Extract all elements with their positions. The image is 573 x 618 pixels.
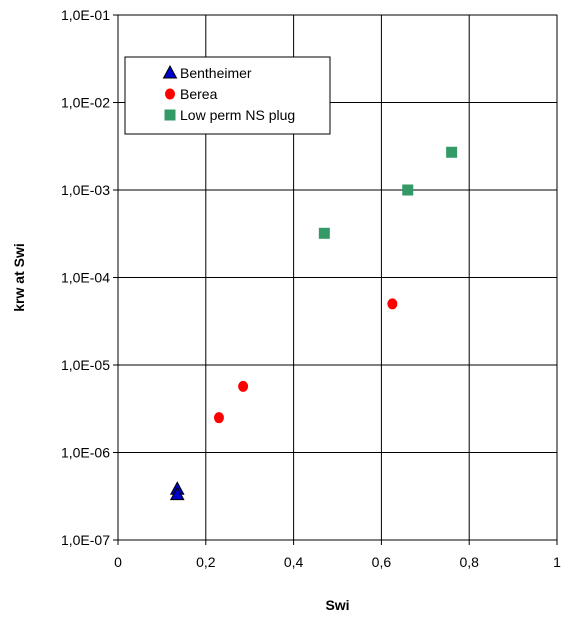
- data-point-square: [318, 227, 330, 239]
- legend-label: Berea: [180, 86, 218, 102]
- legend-label: Low perm NS plug: [180, 107, 295, 123]
- tick-labels: 0 0,2 0,4 0,6 0,8 1 1,0E-07 1,0E-06 1,0E-05 1,0E-…: [61, 7, 561, 570]
- data-point-triangle: [169, 486, 185, 501]
- x-tick-label: 0,4: [284, 554, 304, 570]
- plot-border: [117, 14, 558, 541]
- data-point-square: [402, 184, 414, 196]
- y-tick-label: 1,0E-06: [61, 445, 110, 461]
- y-tick-label: 1,0E-04: [61, 270, 110, 286]
- legend: Bentheimer Berea Low perm NS plug: [124, 56, 331, 135]
- y-tick-label: 1,0E-01: [61, 7, 110, 23]
- y-tick-label: 1,0E-02: [61, 95, 110, 111]
- legend-box: [124, 56, 331, 135]
- legend-marker-circle: [165, 88, 175, 100]
- legend-label: Bentheimer: [180, 65, 252, 81]
- x-tick-label: 0: [114, 554, 122, 570]
- data-point-circle: [238, 380, 249, 392]
- axes: [113, 14, 558, 545]
- x-axis-title: Swi: [325, 597, 349, 613]
- data-point-circle: [387, 298, 398, 310]
- data-points: [169, 146, 458, 501]
- y-tick-label: 1,0E-07: [61, 532, 110, 548]
- legend-marker-triangle: [162, 64, 178, 79]
- y-tick-label: 1,0E-05: [61, 357, 110, 373]
- y-tick-label: 1,0E-03: [61, 182, 110, 198]
- x-tick-label: 0,8: [459, 554, 479, 570]
- legend-marker-square: [164, 109, 176, 121]
- data-point-square: [446, 146, 458, 158]
- y-axis-title: krw at Swi: [11, 243, 27, 311]
- x-tick-label: 0,6: [372, 554, 392, 570]
- data-point-circle: [213, 412, 224, 424]
- x-tick-label: 0,2: [196, 554, 216, 570]
- x-tick-label: 1: [553, 554, 561, 570]
